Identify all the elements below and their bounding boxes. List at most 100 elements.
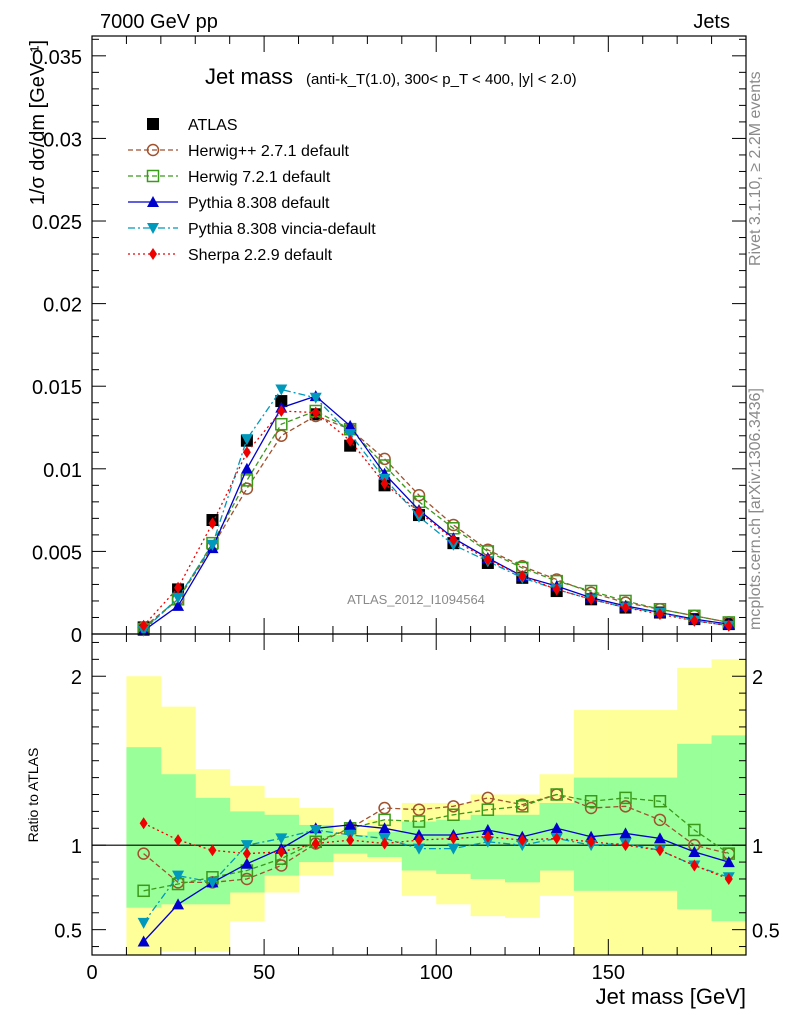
legend-marker xyxy=(147,118,159,130)
rivet-label: Rivet 3.1.10, ≥ 2.2M events xyxy=(747,71,764,266)
ratio-series-0-point xyxy=(275,859,288,872)
ratio-series-1-point xyxy=(481,803,495,816)
ratio-y-tick-label: 2 xyxy=(71,667,82,689)
ratio-series-2-point xyxy=(172,898,185,910)
main-series-line-3 xyxy=(143,395,729,632)
main-series-3-point xyxy=(240,462,253,474)
legend-entry: Pythia 8.308 default xyxy=(128,195,330,212)
ratio-series-0-point xyxy=(412,803,426,816)
ratio-series-0-point xyxy=(653,813,667,827)
main-series-5-point xyxy=(587,593,596,606)
ratio-series-4 xyxy=(139,817,733,885)
ratio-series-4-point xyxy=(311,837,320,850)
legend-label: Pythia 8.308 vincia-default xyxy=(188,221,376,238)
ratio-series-0-point xyxy=(378,801,391,815)
ratio-series-1-point xyxy=(688,823,701,837)
ratio-series-4-point xyxy=(380,837,389,850)
ratio-y-tick-label-right: 1 xyxy=(752,836,763,858)
analysis-watermark: ATLAS_2012_I1094564 xyxy=(347,592,485,607)
ratio-series-2-point xyxy=(481,823,494,835)
main-series-0-point xyxy=(275,395,288,408)
main-y-tick-label: 0.025 xyxy=(32,212,82,234)
ratio-series-1-point xyxy=(137,884,150,898)
main-series-5-point xyxy=(208,517,217,530)
main-series-5 xyxy=(139,404,733,632)
main-y-tick-label: 0.015 xyxy=(32,377,82,399)
main-series-5-point xyxy=(483,553,492,566)
ratio-series-0-point xyxy=(240,872,254,886)
main-series-5-point xyxy=(655,608,664,621)
ratio-series-0-point xyxy=(447,800,460,813)
ratio-series-0-point xyxy=(137,847,150,860)
ratio-series-0-point xyxy=(481,791,495,805)
main-series-4-point xyxy=(206,539,219,551)
ratio-series-4-point xyxy=(277,845,286,858)
legend: ATLAS Herwig++ 2.7.1 default Herwig 7.2.1 … xyxy=(128,117,376,264)
legend-entry: Sherpa 2.2.9 default xyxy=(128,247,333,264)
ratio-series-4-point xyxy=(346,834,355,847)
ratio-series-2-point xyxy=(653,832,666,844)
legend-entry: ATLAS xyxy=(147,117,238,134)
ratio-series-3-point xyxy=(240,840,253,852)
ratio-series-4-point xyxy=(242,847,251,860)
ratio-y-tick-label-right: 2 xyxy=(752,667,763,689)
ratio-series-4-point xyxy=(724,872,733,885)
ratio-series-4-point xyxy=(174,834,183,847)
ratio-series-4-point xyxy=(621,839,630,852)
ratio-y-axis-label: Ratio to ATLAS xyxy=(25,748,41,843)
main-series-2-point xyxy=(275,417,288,431)
main-series-5-point xyxy=(242,446,251,459)
chart-title: Jet mass xyxy=(205,64,293,89)
legend-entry: Pythia 8.308 vincia-default xyxy=(128,221,376,238)
main-series-5-point xyxy=(346,434,355,447)
main-series-5-point xyxy=(518,570,527,583)
ratio-series-3-point xyxy=(413,843,425,855)
ratio-series-3-point xyxy=(447,843,460,855)
ratio-series-0-point xyxy=(619,800,632,813)
legend-marker xyxy=(146,143,160,157)
legend-entry: Herwig++ 2.7.1 default xyxy=(128,143,350,160)
legend-label: Sherpa 2.2.9 default xyxy=(188,247,333,264)
legend-marker xyxy=(146,169,160,183)
ratio-series-4-point xyxy=(449,832,458,845)
main-panel: 0 0.005 0.01 0.015 0.02 0.025 0.03 0.035 xyxy=(32,35,747,647)
ratio-series-2-point xyxy=(378,822,391,834)
ratio-series-2-point xyxy=(550,822,563,834)
ratio-series-1-point xyxy=(619,791,632,805)
ratio-series-1-point xyxy=(412,815,426,828)
chart-subtitle: (anti-k_T(1.0), 300< p_T < 400, |y| < 2.… xyxy=(306,71,577,88)
ratio-y-tick-label-right: 0.5 xyxy=(752,921,780,943)
ratio-series-3-point xyxy=(172,870,185,882)
ratio-series-2-point xyxy=(688,845,701,857)
main-series-5-point xyxy=(174,581,183,594)
ratio-series-2-point xyxy=(344,818,357,830)
main-series-1-point xyxy=(240,482,254,495)
main-series-5-point xyxy=(311,406,320,419)
ratio-series-3-point xyxy=(137,917,150,929)
main-series-line-2 xyxy=(143,410,729,630)
main-series-line-5 xyxy=(143,410,729,627)
main-series-5-point xyxy=(415,505,423,518)
x-tick-label: 0 xyxy=(86,962,97,984)
main-series-4-point xyxy=(309,392,322,404)
main-series-5-point xyxy=(552,583,561,596)
header-right: Jets xyxy=(693,11,730,33)
main-series-4-point xyxy=(275,384,288,396)
main-y-tick-label: 0.03 xyxy=(43,129,82,151)
ratio-series-1-point xyxy=(447,808,460,822)
main-y-tick-label: 0.035 xyxy=(32,47,82,69)
ratio-series-2-point xyxy=(619,827,632,839)
ratio-series-3-point xyxy=(309,824,322,836)
ratio-y-tick-label: 1 xyxy=(71,836,82,858)
ratio-series-4-point xyxy=(208,844,217,857)
ratio-series-4-point xyxy=(518,834,527,847)
main-y-tick-label: 0 xyxy=(71,625,82,647)
x-tick-label: 50 xyxy=(253,962,275,984)
ratio-series-3-point xyxy=(206,877,219,889)
ratio-series-2-point xyxy=(722,856,735,868)
legend-marker xyxy=(147,223,159,234)
ratio-series-4-point xyxy=(483,830,492,843)
main-series-5-point xyxy=(724,619,733,632)
legend-marker xyxy=(149,248,157,260)
